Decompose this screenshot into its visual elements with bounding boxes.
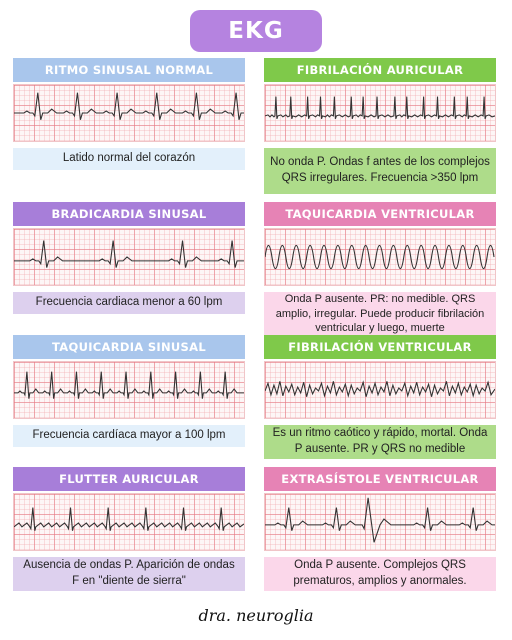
card-header: RITMO SINUSAL NORMAL — [13, 58, 245, 82]
ekg-strip — [264, 228, 496, 286]
card-description: Onda P ausente. Complejos QRS prematuros… — [264, 557, 496, 591]
card-flutter-auricular: FLUTTER AURICULAR Ausencia de ondas P. A… — [13, 467, 245, 591]
ekg-trace — [14, 371, 244, 399]
card-description: Onda P ausente. PR: no medible. QRS ampl… — [264, 292, 496, 336]
card-header: FIBRILACIÓN VENTRICULAR — [264, 335, 496, 359]
card-extrasistole-ventricular: EXTRASÍSTOLE VENTRICULAR Onda P ausente.… — [264, 467, 496, 591]
ekg-trace — [14, 507, 244, 531]
ekg-strip — [13, 493, 245, 551]
ekg-trace — [265, 497, 495, 543]
ekg-trace — [265, 96, 495, 119]
card-fibrilacion-ventricular: FIBRILACIÓN VENTRICULAR Es un ritmo caót… — [264, 335, 496, 459]
card-description: Frecuencia cardiaca menor a 60 lpm — [13, 292, 245, 314]
card-header: EXTRASÍSTOLE VENTRICULAR — [264, 467, 496, 491]
ekg-strip — [264, 493, 496, 551]
card-taquicardia-sinusal: TAQUICARDIA SINUSAL Frecuencia cardíaca … — [13, 335, 245, 447]
page-title: EKG FÁCIL — [190, 10, 322, 86]
card-fibrilacion-auricular: FIBRILACIÓN AURICULAR No onda P. Ondas f… — [264, 58, 496, 194]
card-description: Es un ritmo caótico y rápido, mortal. On… — [264, 425, 496, 459]
card-bradicardia-sinusal: BRADICARDIA SINUSAL Frecuencia cardiaca … — [13, 202, 245, 314]
ekg-trace — [265, 380, 495, 398]
card-description: Latido normal del corazón — [13, 148, 245, 170]
card-description: No onda P. Ondas f antes de los complejo… — [264, 148, 496, 194]
card-description: Ausencia de ondas P. Aparición de ondas … — [13, 557, 245, 591]
card-ritmo-sinusal-normal: RITMO SINUSAL NORMAL Latido normal del c… — [13, 58, 245, 170]
ekg-strip — [13, 84, 245, 142]
ekg-strip — [264, 84, 496, 142]
card-header: BRADICARDIA SINUSAL — [13, 202, 245, 226]
ekg-trace — [14, 92, 244, 120]
card-header: TAQUICARDIA VENTRICULAR — [264, 202, 496, 226]
card-description: Frecuencia cardíaca mayor a 100 lpm — [13, 425, 245, 447]
card-header: FIBRILACIÓN AURICULAR — [264, 58, 496, 82]
card-header: FLUTTER AURICULAR — [13, 467, 245, 491]
ekg-strip — [13, 228, 245, 286]
ekg-strip — [264, 361, 496, 419]
author-signature: dra. neuroglia — [198, 606, 314, 625]
ekg-strip — [13, 361, 245, 419]
card-header: TAQUICARDIA SINUSAL — [13, 335, 245, 359]
ekg-trace — [265, 244, 495, 270]
ekg-trace — [14, 240, 244, 268]
card-taquicardia-ventricular: TAQUICARDIA VENTRICULAR Onda P ausente. … — [264, 202, 496, 336]
